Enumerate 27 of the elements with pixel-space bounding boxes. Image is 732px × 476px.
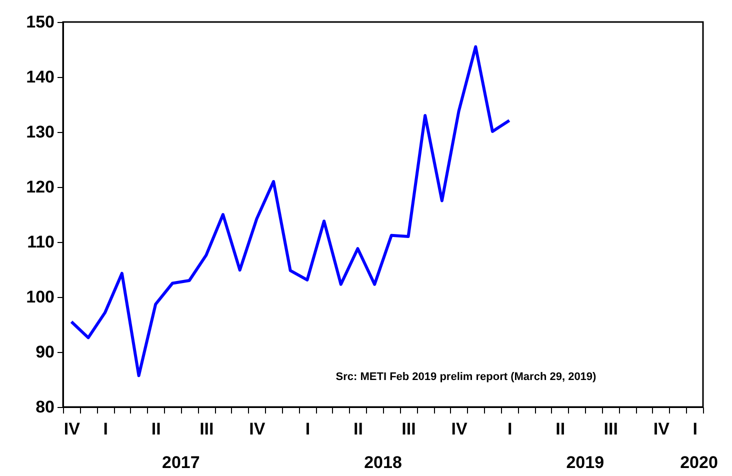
x-tick-label: I [305, 420, 310, 438]
x-tick-label: I [507, 420, 512, 438]
y-tick-label: 140 [26, 68, 54, 86]
x-tick-label: III [200, 420, 214, 438]
x-tick-label: III [402, 420, 416, 438]
text: 2019 [566, 453, 604, 472]
x-tick-label: II [151, 420, 161, 438]
x-tick-label: IV [451, 420, 468, 438]
x-tick-label: III [604, 420, 618, 438]
y-tick-label: 130 [26, 122, 54, 142]
y-tick-label: 120 [26, 178, 54, 196]
text: 2017 [162, 453, 200, 472]
x-tick-label: IV [64, 420, 81, 438]
text: 2018 [364, 453, 402, 472]
y-tick-label: 80 [36, 398, 54, 416]
x-tick-label: I [103, 420, 108, 438]
y-tick-label: 110 [27, 232, 54, 252]
annotation: Src: METI Feb 2019 prelim report (March 29, 2019) [336, 371, 597, 383]
x-tick-label: II [556, 420, 566, 438]
y-tick-label: 90 [36, 342, 54, 362]
x-tick-label: I [692, 420, 698, 438]
x-tick-label: IV [249, 420, 266, 438]
x-tick-label: II [354, 420, 363, 438]
text: 2020 [680, 453, 718, 472]
y-tick-label: 150 [26, 12, 54, 32]
y-tick-label: 100 [26, 288, 54, 306]
x-tick-label: IV [653, 420, 670, 438]
